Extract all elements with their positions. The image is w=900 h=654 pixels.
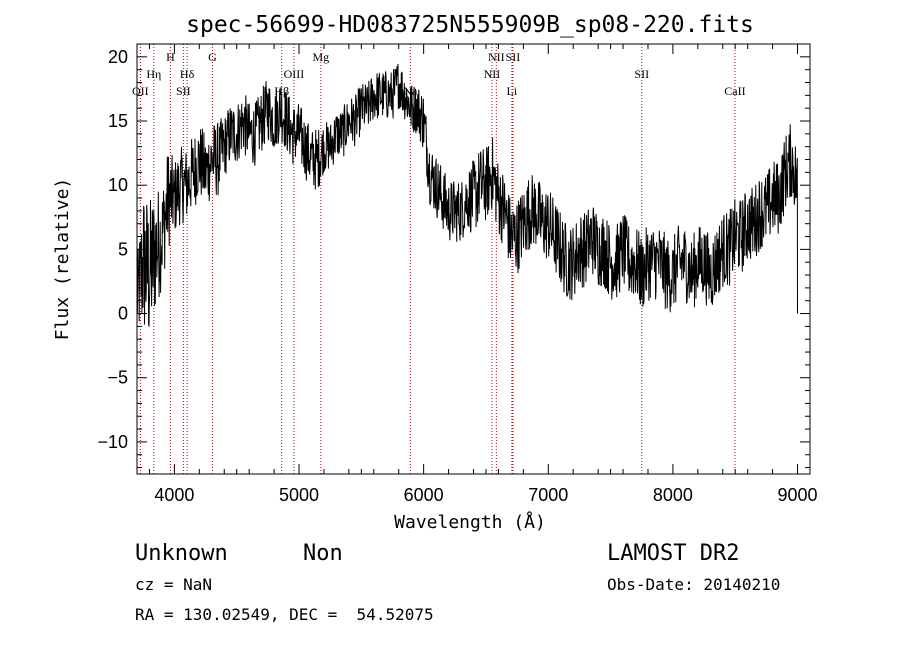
axis-ticks: 4000 5000 6000 7000 8000 9000 −10 −5 0 5 10 15 20 bbox=[97, 43, 818, 505]
x-tick-label: 6000 bbox=[404, 485, 444, 505]
y-tick-label: 0 bbox=[118, 304, 128, 324]
y-axis-label: Flux (relative) bbox=[52, 178, 73, 341]
spectral-line-label: Mg bbox=[312, 50, 329, 64]
y-tick-label: 5 bbox=[118, 239, 128, 259]
y-tick-label: 10 bbox=[108, 175, 128, 195]
observation-date: Obs-Date: 20140210 bbox=[607, 575, 780, 594]
spectrum-series bbox=[136, 63, 798, 327]
spectral-line-label: NII bbox=[484, 67, 501, 81]
x-tick-label: 7000 bbox=[528, 485, 568, 505]
y-tick-label: −10 bbox=[97, 432, 128, 452]
y-tick-label: −5 bbox=[107, 368, 128, 388]
y-tick-label: 20 bbox=[108, 47, 128, 67]
spectral-line-label: Hη bbox=[146, 67, 161, 81]
y-tick-label: 15 bbox=[108, 111, 128, 131]
spectral-line-label: OIII bbox=[284, 67, 305, 81]
spectral-line-label: NII bbox=[488, 50, 505, 64]
x-axis-label: Wavelength (Å) bbox=[394, 511, 546, 533]
coordinates: RA = 130.02549, DEC = 54.52075 bbox=[135, 605, 434, 624]
spectral-line-label: SII bbox=[634, 67, 649, 81]
x-tick-label: 5000 bbox=[279, 485, 319, 505]
chart-title: spec-56699-HD083725N555909B_sp08-220.fit… bbox=[186, 12, 754, 38]
survey-name: LAMOST DR2 bbox=[607, 541, 739, 566]
spectral-line-label: Hδ bbox=[180, 67, 195, 81]
spectral-line-label: CaII bbox=[724, 84, 745, 98]
x-tick-label: 8000 bbox=[653, 485, 693, 505]
spectral-line-label: G bbox=[208, 50, 217, 64]
redshift-cz: cz = NaN bbox=[135, 575, 212, 594]
spectral-line-label: SII bbox=[176, 84, 191, 98]
spectral-line-label: OII bbox=[132, 84, 149, 98]
spectral-line-label: Li bbox=[507, 84, 518, 98]
x-tick-label: 4000 bbox=[154, 485, 194, 505]
object-class: Unknown bbox=[135, 541, 228, 566]
spectrum-line bbox=[136, 63, 798, 327]
spectral-line-label: SII bbox=[506, 50, 521, 64]
spectral-line-label: H bbox=[166, 50, 175, 64]
object-subclass: Non bbox=[303, 541, 343, 566]
x-tick-label: 9000 bbox=[778, 485, 818, 505]
